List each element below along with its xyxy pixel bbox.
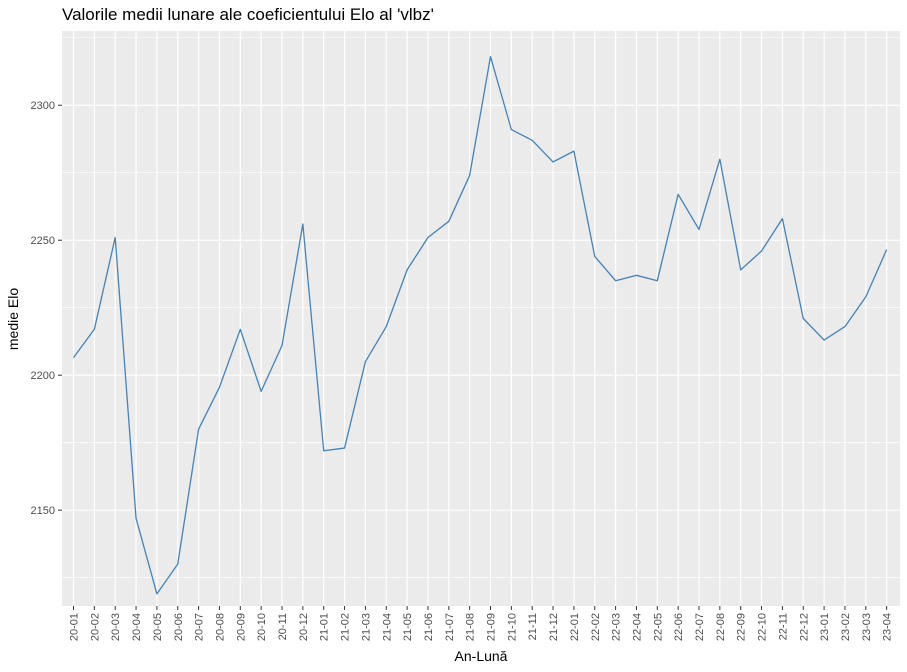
x-tick-label: 21-09 <box>486 613 498 641</box>
x-tick-label: 21-07 <box>444 613 456 641</box>
x-tick-label: 20-06 <box>173 613 185 641</box>
x-tick-label: 22-02 <box>590 613 602 641</box>
x-axis-title: An-Lună <box>455 648 508 664</box>
x-tick-label: 23-03 <box>861 613 873 641</box>
x-tick-label: 20-09 <box>235 613 247 641</box>
x-tick-label: 22-03 <box>611 613 623 641</box>
y-tick-label: 2150 <box>31 505 55 517</box>
x-tick-label: 21-11 <box>527 613 539 640</box>
x-tick-label: 20-01 <box>69 613 81 641</box>
x-tick-label: 20-02 <box>89 613 101 641</box>
x-tick-label: 22-07 <box>694 613 706 641</box>
x-tick-label: 23-04 <box>882 613 894 641</box>
x-tick-label: 20-05 <box>152 613 164 641</box>
x-tick-label: 20-11 <box>277 613 289 640</box>
x-tick-label: 21-08 <box>465 613 477 641</box>
chart-title: Valorile medii lunare ale coeficientului… <box>62 5 434 24</box>
x-tick-label: 23-02 <box>840 613 852 641</box>
x-tick-label: 21-10 <box>506 613 518 641</box>
series-line <box>72 56 888 595</box>
x-tick-label: 22-11 <box>777 613 789 640</box>
x-tick-label: 22-01 <box>569 613 581 641</box>
x-tick-label: 23-01 <box>819 613 831 641</box>
x-tick-label: 22-10 <box>757 613 769 641</box>
x-tick-label: 20-10 <box>256 613 268 641</box>
x-tick-label: 21-01 <box>319 613 331 641</box>
x-tick-label: 21-04 <box>381 613 393 641</box>
x-tick-label: 20-04 <box>131 613 143 641</box>
x-tick-label: 22-05 <box>652 613 664 641</box>
x-tick-label: 21-06 <box>423 613 435 641</box>
x-tick-label: 20-03 <box>110 613 122 641</box>
y-tick-label: 2300 <box>31 100 55 112</box>
x-tick-label: 20-07 <box>194 613 206 641</box>
x-tick-label: 22-08 <box>715 613 727 641</box>
x-tick-label: 21-03 <box>360 613 372 641</box>
plot-panel <box>62 31 900 606</box>
x-tick-label: 22-06 <box>673 613 685 641</box>
x-tick-label: 21-12 <box>548 613 560 641</box>
x-tick-label: 22-12 <box>798 613 810 641</box>
x-tick-label: 22-09 <box>736 613 748 641</box>
plot-area: 2150 2200 2250 2300 20-01 20-02 20-03 20-04 20-0… <box>31 31 900 641</box>
x-tick-label: 22-04 <box>631 613 643 641</box>
x-tick-label: 21-05 <box>402 613 414 641</box>
x-tick-label: 20-12 <box>298 613 310 641</box>
x-tick-label: 21-02 <box>340 613 352 641</box>
x-tick-label: 20-08 <box>214 613 226 641</box>
y-axis-title: medie Elo <box>5 288 21 350</box>
y-tick-label: 2200 <box>31 370 55 382</box>
y-tick-label: 2250 <box>31 235 55 247</box>
